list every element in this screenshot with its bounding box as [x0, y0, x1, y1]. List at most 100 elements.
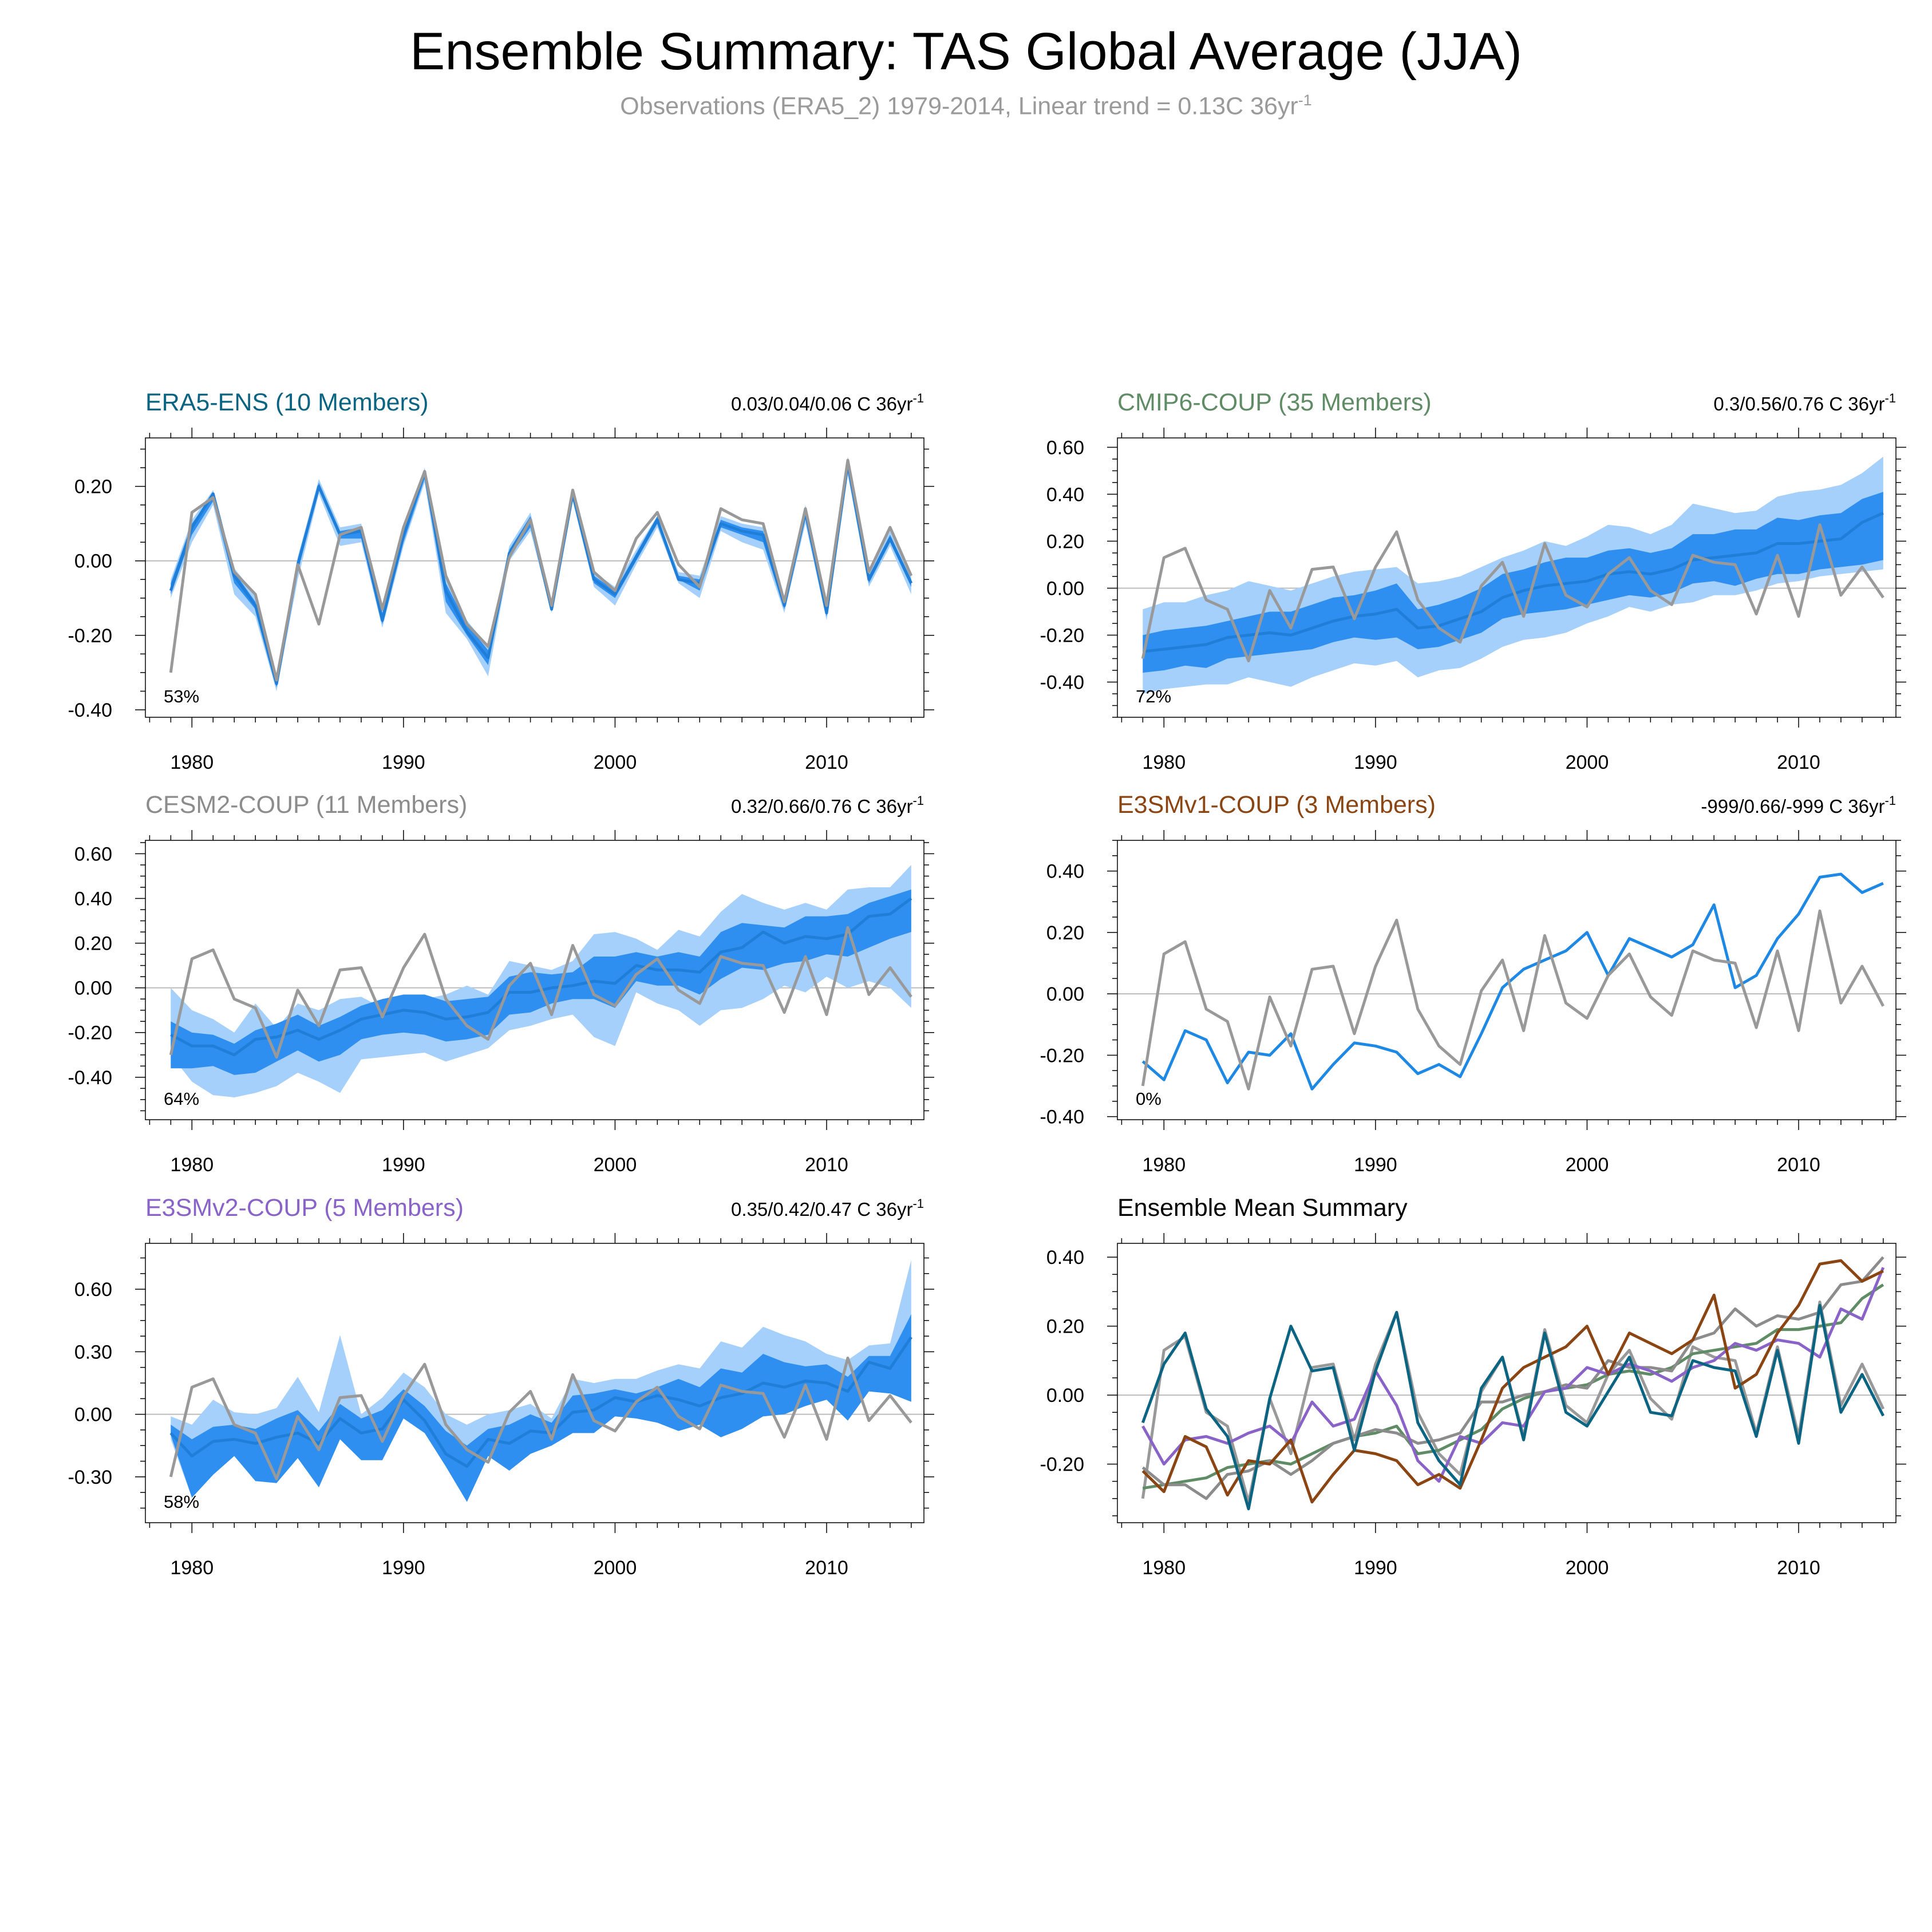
trend-label: 0.35/0.42/0.47 C 36yr-1: [731, 1196, 924, 1220]
inner-spread-band: [1143, 492, 1883, 673]
x-tick-label: 2000: [1566, 1557, 1609, 1579]
observations-line: [169, 1356, 912, 1480]
observations-line: [1141, 909, 1885, 1091]
figure-title: Ensemble Summary: TAS Global Average (JJ…: [409, 22, 1522, 81]
y-tick-label: -0.40: [1040, 671, 1085, 693]
y-tick-label: 0.20: [1046, 1316, 1084, 1338]
inner-spread-band: [171, 889, 911, 1075]
x-tick-label: 1990: [1354, 1154, 1397, 1176]
ensemble-mean-line-5: [1141, 1259, 1884, 1504]
observations-line: [1141, 523, 1884, 663]
percent-label: 0%: [1136, 1089, 1161, 1109]
observations-line: [169, 459, 913, 682]
plot-area: [145, 864, 924, 1097]
inner-spread-band: [171, 1314, 911, 1502]
trend-label: 0.3/0.56/0.76 C 36yr-1: [1713, 391, 1896, 414]
ensemble-mean-line: [169, 1336, 912, 1468]
panel-title: CMIP6-COUP (35 Members): [1117, 389, 1432, 416]
y-tick-label: 0.00: [74, 1404, 112, 1426]
y-tick-label: 0.40: [74, 888, 112, 910]
subtitle-text: Observations (ERA5_2) 1979-2014, Linear …: [620, 92, 1298, 120]
chart-panel-6: Ensemble Mean Summary 1980 1990 2000 2010 -0.…: [1040, 1194, 1906, 1579]
x-tick-label: 1990: [1354, 1557, 1397, 1579]
ensemble-mean-line-2: [1142, 1283, 1884, 1490]
chart-panel-2: CMIP6-COUP (35 Members) 0.3/0.56/0.76 C 3…: [1040, 389, 1906, 773]
y-tick-label: -0.20: [1040, 625, 1085, 646]
y-tick-label: 0.60: [1046, 437, 1084, 459]
chart-panel-4: E3SMv1-COUP (3 Members) -999/0.66/-999 C …: [1040, 791, 1906, 1176]
figure-subtitle: Observations (ERA5_2) 1979-2014, Linear …: [0, 92, 1932, 120]
x-tick-label: 1980: [170, 1154, 214, 1176]
x-tick-label: 2010: [805, 752, 848, 773]
x-tick-label: 2010: [805, 1154, 848, 1176]
plot-area: [1117, 872, 1896, 1091]
x-tick-label: 1990: [382, 752, 425, 773]
panel-title: ERA5-ENS (10 Members): [145, 389, 429, 416]
plot-frame: [1117, 1243, 1897, 1523]
x-tick-label: 2000: [594, 1557, 637, 1579]
plot-area: [145, 456, 924, 692]
y-tick-label: 0.40: [1046, 1247, 1084, 1269]
x-tick-label: 2000: [1566, 1154, 1609, 1176]
x-tick-label: 2010: [1777, 1557, 1820, 1579]
plot-area: [145, 1260, 924, 1502]
x-tick-label: 1980: [170, 1557, 214, 1579]
y-tick-label: -0.20: [68, 625, 113, 647]
plot-frame: [145, 437, 924, 718]
plot-frame: [145, 840, 924, 1120]
ensemble-mean-line-6: [1141, 1303, 1885, 1511]
y-tick-label: -0.30: [68, 1467, 113, 1488]
y-tick-label: -0.20: [1040, 1045, 1085, 1066]
chart-panel-3: CESM2-COUP (11 Members) 0.32/0.66/0.76 C …: [68, 791, 934, 1176]
observations-line: [169, 926, 912, 1059]
x-tick-label: 1990: [382, 1557, 425, 1579]
percent-label: 58%: [164, 1492, 199, 1512]
subtitle-superscript: -1: [1298, 92, 1312, 109]
plot-area: [1117, 456, 1896, 694]
x-tick-label: 2010: [805, 1557, 848, 1579]
ensemble-mean-line: [1143, 511, 1884, 653]
y-tick-label: 0.20: [1046, 922, 1084, 944]
y-tick-label: 0.00: [1046, 1385, 1084, 1406]
y-tick-label: 0.30: [74, 1341, 112, 1363]
y-tick-label: 0.00: [1046, 578, 1084, 599]
x-tick-label: 1980: [1142, 752, 1186, 773]
chart-panel-1: ERA5-ENS (10 Members) 0.03/0.04/0.06 C 36…: [68, 389, 934, 773]
x-tick-label: 1980: [1142, 1154, 1186, 1176]
x-tick-label: 2010: [1777, 1154, 1820, 1176]
percent-label: 64%: [164, 1089, 199, 1109]
x-tick-label: 1980: [170, 752, 214, 773]
plot-area: [1117, 1256, 1896, 1511]
y-tick-label: 0.60: [74, 1279, 112, 1301]
trend-label: 0.03/0.04/0.06 C 36yr-1: [731, 391, 924, 414]
x-tick-label: 2000: [1566, 752, 1609, 773]
y-tick-label: 0.00: [1046, 983, 1084, 1005]
chart-panel-5: E3SMv2-COUP (5 Members) 0.35/0.42/0.47 C …: [68, 1194, 934, 1579]
ensemble-mean-line-4: [1141, 1267, 1885, 1483]
y-tick-label: 0.00: [74, 978, 112, 999]
y-tick-label: 0.20: [74, 933, 112, 955]
panel-title: E3SMv2-COUP (5 Members): [145, 1194, 464, 1222]
trend-label: 0.32/0.66/0.76 C 36yr-1: [731, 793, 924, 817]
y-tick-label: 0.00: [74, 551, 112, 572]
panel-title: E3SMv1-COUP (3 Members): [1117, 791, 1436, 819]
y-tick-label: -0.40: [68, 1067, 113, 1089]
x-tick-label: 1980: [1142, 1557, 1186, 1579]
x-tick-label: 1990: [1354, 752, 1397, 773]
y-tick-label: -0.20: [1040, 1454, 1085, 1476]
x-tick-label: 1990: [382, 1154, 425, 1176]
y-tick-label: 0.40: [1046, 861, 1084, 883]
ensemble-mean-line: [1141, 872, 1884, 1091]
y-tick-label: 0.60: [74, 843, 112, 865]
x-tick-label: 2000: [594, 1154, 637, 1176]
percent-label: 53%: [164, 686, 199, 706]
percent-label: 72%: [1136, 686, 1171, 706]
panel-title: Ensemble Mean Summary: [1117, 1194, 1408, 1222]
panel-title: CESM2-COUP (11 Members): [145, 791, 467, 819]
y-tick-label: 0.20: [1046, 531, 1084, 552]
y-tick-label: 0.20: [74, 476, 112, 498]
plot-frame: [1117, 437, 1897, 718]
x-tick-label: 2010: [1777, 752, 1820, 773]
y-tick-label: -0.40: [68, 700, 113, 721]
